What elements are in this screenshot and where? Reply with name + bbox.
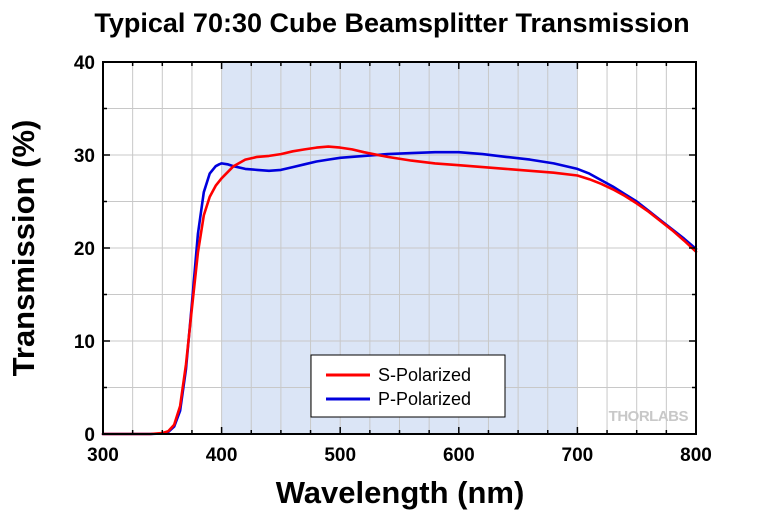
chart-title: Typical 70:30 Cube Beamsplitter Transmis… xyxy=(94,8,689,38)
y-tick-label: 20 xyxy=(74,239,95,260)
legend-label-p-polarized: P-Polarized xyxy=(378,389,471,409)
y-tick-label: 30 xyxy=(74,146,95,167)
legend: S-Polarized P-Polarized xyxy=(310,354,506,418)
x-axis-label: Wavelength (nm) xyxy=(276,475,525,510)
y-tick-label: 0 xyxy=(84,425,95,446)
legend-box xyxy=(310,354,506,418)
series-layer xyxy=(101,145,698,436)
x-tick-label: 400 xyxy=(206,445,238,466)
x-tick-label: 600 xyxy=(443,445,475,466)
y-axis-label: Transmission (%) xyxy=(6,120,41,377)
thorlabs-watermark: THORLABS xyxy=(609,408,689,425)
tick-labels: 300 400 500 600 700 800 0 10 20 30 40 xyxy=(74,53,712,466)
series-line-s-polarized xyxy=(101,145,698,436)
axis-ticks xyxy=(102,61,697,435)
x-tick-label: 700 xyxy=(562,445,594,466)
y-tick-label: 40 xyxy=(74,53,95,74)
x-tick-label: 500 xyxy=(324,445,356,466)
legend-label-s-polarized: S-Polarized xyxy=(378,365,471,385)
x-tick-label: 300 xyxy=(87,445,119,466)
x-tick-label: 800 xyxy=(680,445,712,466)
y-tick-label: 10 xyxy=(74,332,95,353)
